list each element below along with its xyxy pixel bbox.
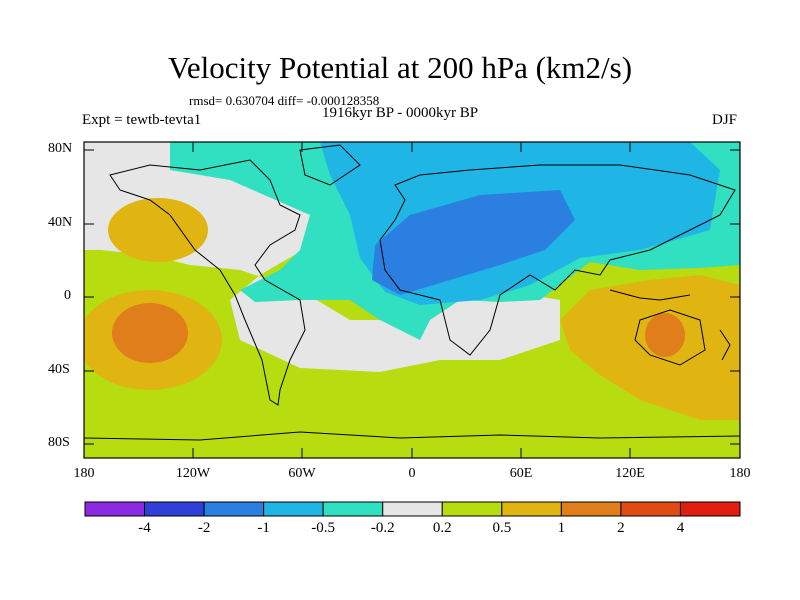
colorbar-swatch xyxy=(144,501,205,517)
season-label: DJF xyxy=(712,112,738,128)
colorbar-swatch xyxy=(84,501,146,517)
colorbar-swatch xyxy=(620,501,681,517)
lat-tick-label: 80S xyxy=(48,435,70,450)
colorbar-level-label: -4 xyxy=(138,520,151,536)
colorbar-swatch xyxy=(203,501,265,517)
lon-tick-label: 180 xyxy=(73,466,95,481)
lat-tick-label: 40N xyxy=(48,215,73,230)
colorbar-level-label: 4 xyxy=(676,520,685,536)
colorbar-swatch xyxy=(679,501,741,517)
colorbar-level-label: 2 xyxy=(617,520,625,536)
lat-tick-label: 0 xyxy=(64,288,71,303)
lon-tick-label: 60W xyxy=(288,466,316,481)
colorbar xyxy=(84,501,741,517)
colorbar-level-label: -1 xyxy=(257,520,270,536)
colorbar-level-label: -0.2 xyxy=(370,520,395,536)
lat-tick-label: 40S xyxy=(48,362,70,377)
colorbar-swatch xyxy=(382,501,443,517)
lat-tick-label: 80N xyxy=(48,141,73,156)
stats-text: rmsd= 0.630704 diff= -0.000128358 xyxy=(189,93,380,108)
colorbar-swatch xyxy=(263,501,324,517)
colorbar-swatch xyxy=(322,501,384,517)
coastlines xyxy=(84,144,740,441)
contour-fill xyxy=(84,142,740,458)
lon-tick-label: 0 xyxy=(408,466,416,481)
axis-ticks xyxy=(83,142,741,458)
colorbar-level-label: -2 xyxy=(197,520,211,536)
colorbar-swatch xyxy=(501,501,562,517)
lon-tick-label: 120E xyxy=(615,466,645,481)
chart-title: Velocity Potential at 200 hPa (km2/s) xyxy=(167,50,633,85)
colorbar-swatch xyxy=(560,501,622,517)
colorbar-swatch xyxy=(441,501,503,517)
experiment-label: Expt = tewtb-tevta1 xyxy=(82,112,202,128)
lon-tick-label: 180 xyxy=(729,466,751,481)
lon-tick-label: 120W xyxy=(175,466,211,481)
colorbar-level-label: -0.5 xyxy=(311,520,336,536)
colorbar-level-label: 0.2 xyxy=(432,520,452,536)
period-label: 1916kyr BP - 0000kyr BP xyxy=(322,105,479,121)
colorbar-level-label: 1 xyxy=(557,520,566,536)
lon-tick-label: 60E xyxy=(509,466,533,481)
colorbar-level-label: 0.5 xyxy=(492,520,512,536)
